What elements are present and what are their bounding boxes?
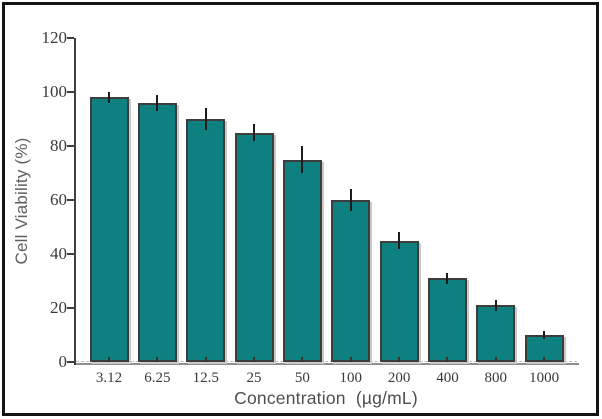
x-axis-title: Concentration (µg/mL): [234, 388, 418, 408]
y-tick-label: 100: [41, 82, 68, 101]
y-tick: [67, 253, 74, 255]
error-bar: [156, 94, 159, 111]
y-tick-label: 20: [50, 298, 67, 317]
bar: [234, 132, 274, 362]
bar: [186, 119, 226, 362]
x-tick-label: 6.25: [144, 370, 171, 386]
y-tick: [67, 307, 74, 309]
bar: [331, 200, 371, 362]
y-tick-label: 40: [50, 244, 67, 263]
y-tick: [67, 145, 74, 147]
error-bar: [253, 124, 256, 141]
error-bar: [301, 146, 304, 173]
x-tick-label: 200: [387, 370, 411, 386]
error-bar: [349, 189, 352, 211]
error-bar: [108, 92, 110, 103]
x-tick: [108, 357, 110, 362]
x-tick: [349, 357, 352, 362]
x-tick: [156, 357, 159, 362]
y-axis-title: Cell Viability (%): [12, 137, 31, 265]
x-tick: [204, 357, 207, 362]
error-bar: [494, 299, 497, 311]
x-tick-label: 1000: [529, 370, 560, 386]
error-bar: [543, 330, 546, 340]
y-tick: [67, 199, 74, 201]
bar: [137, 102, 177, 362]
error-bar: [204, 108, 207, 130]
y-tick: [67, 361, 74, 363]
bar: [476, 305, 516, 362]
x-tick-label: 400: [436, 370, 459, 386]
bar: [427, 278, 467, 362]
bar: [89, 97, 129, 362]
x-tick: [543, 357, 546, 362]
x-axis-baseline-dashed: [76, 361, 577, 362]
x-axis-line: [76, 363, 579, 365]
y-tick-label: 80: [50, 136, 67, 155]
y-tick: [67, 37, 74, 39]
x-tick: [253, 357, 256, 362]
x-tick-label: 12.5: [192, 370, 219, 386]
x-tick: [398, 357, 401, 362]
x-tick-label: 800: [484, 370, 508, 386]
y-tick-label: 0: [58, 352, 68, 371]
y-tick-label: 60: [50, 190, 67, 209]
x-tick: [301, 357, 304, 362]
x-tick: [494, 357, 497, 362]
x-tick-label: 3.12: [95, 370, 123, 386]
x-tick-label: 50: [294, 370, 310, 386]
x-tick-label: 100: [339, 370, 363, 386]
bar: [379, 240, 419, 362]
y-tick: [67, 91, 74, 93]
x-tick-label: 25: [246, 370, 262, 386]
x-tick: [446, 357, 449, 362]
y-axis-line: [74, 38, 76, 365]
y-tick-label: 120: [41, 28, 68, 47]
bar: [282, 159, 322, 362]
error-bar: [398, 232, 401, 249]
error-bar: [446, 272, 449, 284]
